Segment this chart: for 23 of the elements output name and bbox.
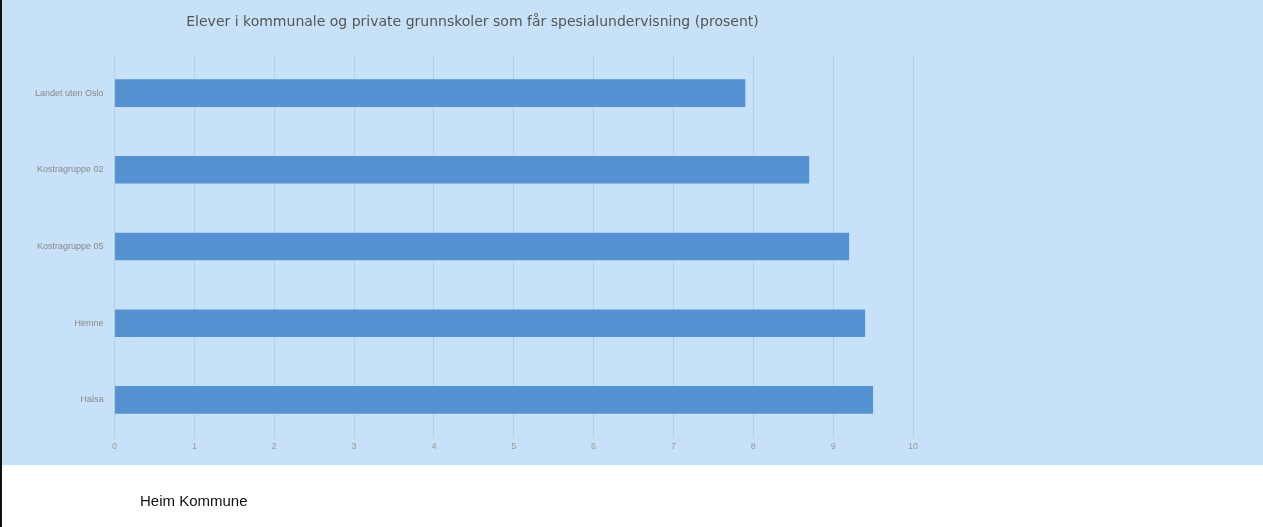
bar — [115, 156, 810, 184]
bar — [115, 232, 850, 261]
x-tick-label: 2 — [271, 441, 277, 452]
y-tick-label: Landet uten Oslo — [34, 87, 104, 98]
chart-title: Elever i kommunale og private grunnskoler som får spesialundervisning (prosent) — [186, 13, 759, 30]
text: Heim Kommune — [140, 492, 248, 509]
bar — [115, 79, 746, 107]
x-tick-label: 0 — [112, 441, 118, 452]
x-tick-label: 5 — [511, 441, 517, 452]
bar — [115, 309, 866, 337]
x-tick-label: 6 — [591, 441, 597, 452]
x-tick-label: 4 — [431, 441, 437, 452]
y-tick-label: Hemne — [74, 317, 104, 328]
x-tick-label: 1 — [191, 441, 197, 452]
y-tick-label: Halsa — [80, 394, 104, 405]
bar — [115, 386, 874, 414]
x-tick-label: 9 — [830, 441, 836, 452]
x-tick-label: 10 — [907, 441, 919, 452]
x-tick-label: 8 — [750, 441, 756, 452]
x-tick-label: 7 — [670, 441, 676, 452]
x-tick-label: 3 — [351, 441, 357, 452]
y-tick-label: Kostragruppe 05 — [37, 240, 104, 251]
y-tick-label: Kostragruppe 02 — [37, 164, 104, 175]
